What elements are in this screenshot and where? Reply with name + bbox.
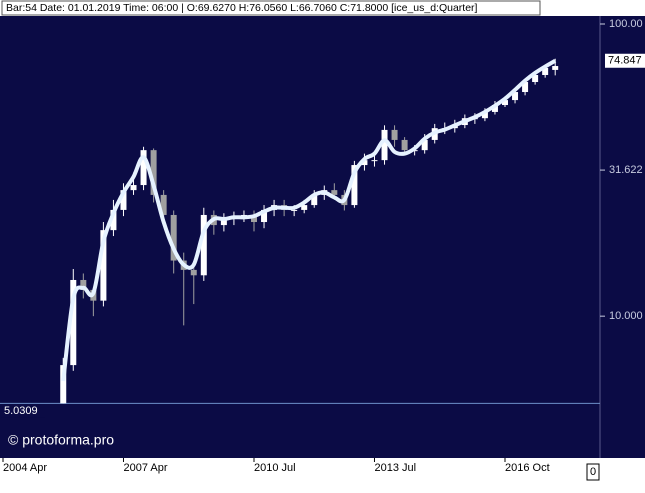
header: Bar:54 Date: 01.01.2019 Time: 06:00 | O:…	[6, 2, 478, 14]
candle-body	[361, 160, 368, 166]
candle-body	[371, 160, 378, 162]
candle-body	[351, 165, 358, 206]
candle-body	[80, 279, 87, 290]
candle-body	[100, 230, 107, 301]
candle-body	[522, 82, 529, 93]
candle-body	[491, 105, 498, 112]
x-tick-label: 2016 Oct	[505, 462, 550, 474]
candle-body	[401, 139, 408, 151]
average-line	[61, 59, 557, 382]
candle-body	[532, 74, 539, 83]
x-tick-label: 2010 Jul	[254, 462, 296, 474]
candle-body	[502, 100, 508, 106]
corner-label: 0	[590, 466, 596, 478]
candle-body	[301, 205, 308, 210]
candle-body	[110, 209, 117, 231]
candle-body	[251, 214, 257, 223]
candle-body	[220, 217, 227, 226]
candle-body	[150, 150, 157, 195]
candle-body	[481, 111, 488, 119]
watermark: © protoforma.pro	[8, 432, 114, 448]
x-tick-label: 2007 Apr	[123, 462, 167, 474]
y-tick-label: 10.000	[609, 310, 643, 322]
candle-body	[291, 209, 298, 211]
candle-body	[552, 66, 559, 70]
x-tick-label: 2004 Apr	[3, 462, 47, 474]
candle-body	[70, 279, 77, 366]
candle-body	[200, 214, 207, 276]
candle-body	[130, 185, 137, 191]
x-tick-label: 2013 Jul	[374, 462, 416, 474]
y-tick-label: 100.00	[609, 18, 643, 30]
candle-body	[381, 129, 388, 161]
corner-box	[586, 463, 600, 481]
y-tick-label: 31.622	[609, 164, 643, 176]
candle-body	[261, 209, 268, 223]
reference-label: 5.0309	[4, 405, 38, 417]
candle-body	[311, 194, 318, 206]
candle-body	[60, 365, 67, 404]
candle-body	[542, 67, 549, 75]
candle-body	[190, 269, 197, 276]
candle-body	[512, 92, 519, 101]
candle-body	[120, 190, 127, 210]
header-box	[1, 0, 541, 16]
candle-body	[160, 194, 167, 215]
candle-body	[421, 139, 428, 151]
candle-body	[391, 129, 398, 140]
plot-area	[0, 16, 645, 458]
candle-body	[140, 150, 147, 186]
reference-label-box	[1, 404, 45, 418]
candle-body	[170, 214, 177, 261]
last-value-label: 74.847	[608, 55, 642, 67]
last-value-box	[605, 53, 645, 68]
candle-body	[331, 190, 338, 195]
